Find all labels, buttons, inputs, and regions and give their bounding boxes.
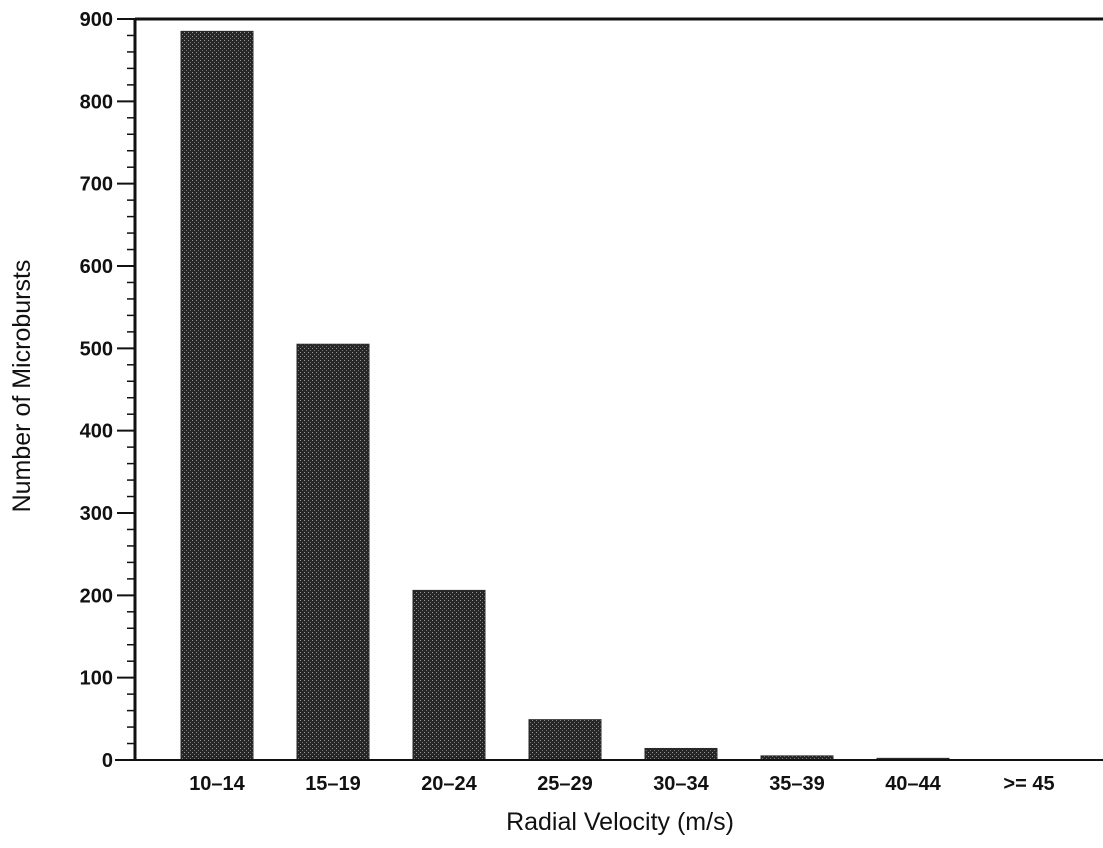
x-tick-label-7: >= 45: [1003, 773, 1054, 795]
axes-layer: [115, 17, 1103, 761]
y-tick-label-2: 200: [80, 585, 113, 607]
x-axis-title: Radial Velocity (m/s): [506, 808, 734, 836]
x-tick-label-1: 15–19: [305, 773, 361, 795]
x-tick-label-2: 20–24: [421, 773, 477, 795]
bar-2: [412, 589, 486, 761]
y-tick-label-0: 0: [102, 750, 113, 772]
labels-layer: 10–14 15–19 20–24 25–29 30–34 35–39 40–44 >= 45…: [80, 9, 1055, 795]
y-tick-label-9: 900: [80, 9, 113, 31]
y-tick-label-8: 800: [80, 91, 113, 113]
y-tick-label-5: 500: [80, 338, 113, 360]
bar-0: [180, 30, 254, 761]
y-tick-label-7: 700: [80, 174, 113, 196]
bar-4: [644, 747, 718, 761]
y-tick-label-6: 600: [80, 256, 113, 278]
x-tick-label-0: 10–14: [189, 773, 245, 795]
bar-1: [296, 343, 370, 761]
x-tick-label-6: 40–44: [885, 773, 941, 795]
y-tick-label-3: 300: [80, 503, 113, 525]
bar-3: [528, 719, 602, 761]
x-tick-label-3: 25–29: [537, 773, 593, 795]
bars-layer: [180, 30, 950, 761]
x-tick-label-5: 35–39: [769, 773, 825, 795]
y-tick-label-4: 400: [80, 421, 113, 443]
x-tick-label-4: 30–34: [653, 773, 709, 795]
y-tick-label-1: 100: [80, 668, 113, 690]
y-axis-title: Number of Microbursts: [8, 260, 36, 513]
